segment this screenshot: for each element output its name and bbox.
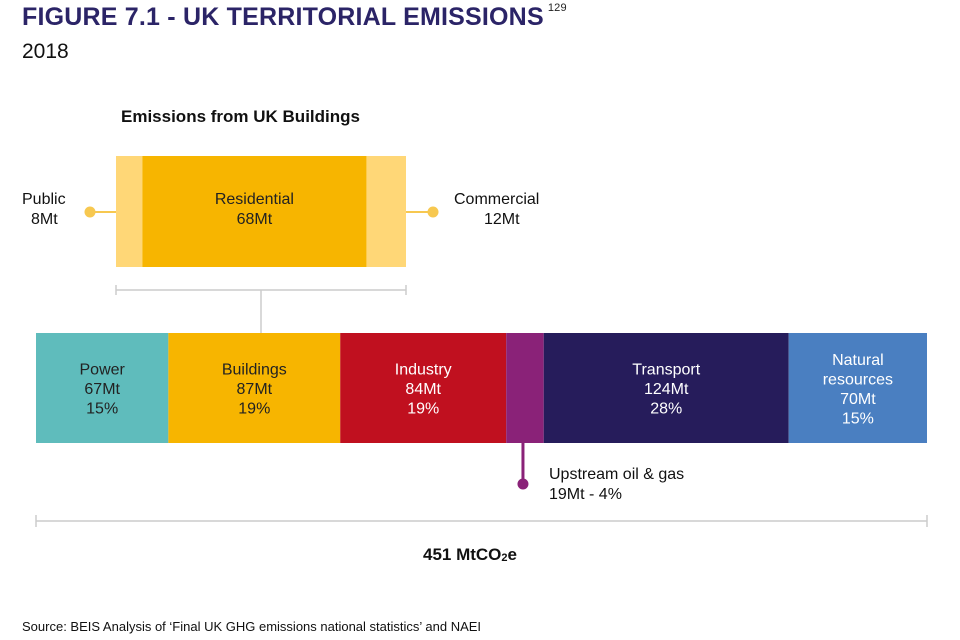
- segment-label-transport-1: 124Mt: [644, 381, 689, 398]
- segment-label-natural-3: 15%: [842, 410, 874, 427]
- total-emissions-label: 451 MtCO2e: [423, 545, 517, 565]
- segment-industry: [340, 333, 507, 443]
- segment-label-power-2: 15%: [86, 401, 118, 418]
- segment-label-natural-1: resources: [823, 371, 893, 388]
- commercial-callout-dot: [427, 206, 439, 218]
- segment-transport: [543, 333, 789, 443]
- emissions-chart: Power 67Mt 15% Buildings 87Mt 19% Industry 84Mt…: [22, 156, 928, 527]
- segment-label-power-0: Power: [80, 362, 126, 379]
- segment-label-transport-0: Transport: [632, 362, 700, 379]
- segment-label-transport-2: 28%: [650, 401, 682, 418]
- public-label-value: 8Mt: [31, 211, 58, 228]
- segment-label-power-1: 67Mt: [84, 381, 120, 398]
- residential-label-name: Residential: [215, 191, 294, 208]
- commercial-label-name: Commercial: [454, 191, 539, 208]
- source-note: Source: BEIS Analysis of ‘Final UK GHG e…: [22, 619, 482, 634]
- buildings-segment-public: [116, 156, 143, 267]
- upstream-label-value: 19Mt - 4%: [549, 486, 622, 503]
- public-label-name: Public: [22, 191, 66, 208]
- segment-label-natural-2: 70Mt: [840, 391, 876, 408]
- segment-label-buildings-0: Buildings: [222, 362, 287, 379]
- total-subscript: 2: [501, 552, 508, 564]
- segment-power: [36, 333, 169, 443]
- segment-buildings: [168, 333, 341, 443]
- segment-label-industry-0: Industry: [395, 362, 452, 379]
- buildings-panel-title: Emissions from UK Buildings: [121, 107, 360, 126]
- figure-title-text: FIGURE 7.1 - UK TERRITORIAL EMISSIONS: [22, 3, 544, 31]
- footnote-reference: 129: [547, 2, 567, 14]
- segment-natural: [788, 333, 927, 443]
- upstream-callout-dot: [517, 478, 529, 490]
- commercial-label-value: 12Mt: [484, 211, 520, 228]
- segment-label-buildings-1: 87Mt: [237, 381, 273, 398]
- figure-title: FIGURE 7.1 - UK TERRITORIAL EMISSIONS 129: [22, 2, 567, 32]
- buildings-segment-commercial: [366, 156, 406, 267]
- segment-upstream: [506, 333, 544, 443]
- segment-label-natural-0: Natural: [832, 352, 884, 369]
- segment-label-industry-2: 19%: [407, 401, 439, 418]
- total-suffix: e: [507, 545, 518, 564]
- upstream-label-name: Upstream oil & gas: [549, 466, 684, 483]
- buildings-segment-residential: [142, 156, 367, 267]
- segment-label-buildings-2: 19%: [238, 401, 270, 418]
- segment-label-industry-1: 84Mt: [405, 381, 441, 398]
- public-callout-dot: [84, 206, 96, 218]
- residential-label-value: 68Mt: [237, 211, 273, 228]
- figure-year: 2018: [22, 40, 69, 63]
- total-prefix: 451 MtCO: [423, 545, 502, 564]
